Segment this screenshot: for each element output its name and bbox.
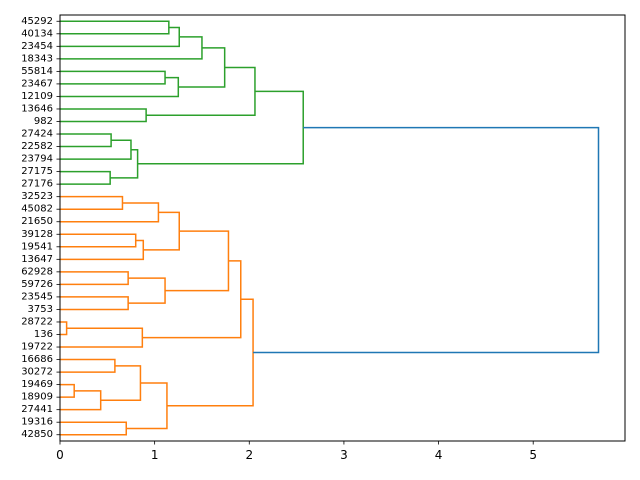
dendrogram-link-30 xyxy=(126,382,168,430)
leaf-label: 23467 xyxy=(21,78,53,89)
leaf-label: 22582 xyxy=(21,141,53,152)
leaf-label: 45082 xyxy=(21,204,53,215)
leaf-label: 27424 xyxy=(21,129,53,140)
dendrogram-link-20 xyxy=(128,277,166,304)
dendrogram-link-19 xyxy=(60,296,129,311)
dendrogram-link-8 xyxy=(60,133,112,148)
leaf-label: 27176 xyxy=(21,179,53,190)
dendrogram-link-2 xyxy=(60,36,203,60)
dendrogram-link-7 xyxy=(146,66,256,116)
leaf-label: 55814 xyxy=(21,66,53,77)
leaf-label: 32523 xyxy=(21,191,53,202)
x-tick-label: 3 xyxy=(340,448,348,462)
dendrogram-link-26 xyxy=(60,383,75,398)
leaf-label: 30272 xyxy=(21,367,53,378)
leaf-label: 42850 xyxy=(21,429,53,440)
leaf-label: 13647 xyxy=(21,254,53,265)
leaf-label: 21650 xyxy=(21,216,53,227)
x-tick-label: 0 xyxy=(56,448,64,462)
leaf-label: 23545 xyxy=(21,291,53,302)
dendrogram-link-22 xyxy=(60,321,68,336)
leaf-label: 18343 xyxy=(21,53,53,64)
leaf-label: 16686 xyxy=(21,354,53,365)
dendrogram-link-4 xyxy=(60,76,180,98)
leaf-label: 27175 xyxy=(21,166,53,177)
x-tick-label: 5 xyxy=(529,448,537,462)
dendrogram-link-24 xyxy=(142,260,242,339)
x-tick-label: 1 xyxy=(151,448,159,462)
leaf-label: 13646 xyxy=(21,103,53,114)
dendrogram-link-28 xyxy=(100,365,142,402)
leaf-label: 3753 xyxy=(28,304,53,315)
dendrogram-link-11 xyxy=(110,148,139,179)
dendrogram-link-25 xyxy=(60,358,116,373)
leaf-label: 19316 xyxy=(21,417,53,428)
dendrogram-link-9 xyxy=(60,139,132,160)
leaf-label: 19541 xyxy=(21,241,53,252)
dendrogram-link-12 xyxy=(137,90,304,165)
dendrogram-link-18 xyxy=(60,271,129,286)
dendrogram-link-29 xyxy=(60,421,127,436)
dendrogram-link-6 xyxy=(60,108,147,123)
leaf-label: 45292 xyxy=(21,16,53,27)
leaf-label: 19722 xyxy=(21,342,53,353)
dendrogram-link-3 xyxy=(60,70,166,85)
leaf-label: 136 xyxy=(34,329,53,340)
dendrogram-link-14 xyxy=(60,202,160,223)
dendrogram-links xyxy=(60,20,600,436)
leaf-label: 62928 xyxy=(21,266,53,277)
dendrogram-link-27 xyxy=(60,390,102,411)
leaf-label: 982 xyxy=(34,116,53,127)
dendrogram-link-1 xyxy=(60,26,180,48)
dendrogram-link-10 xyxy=(60,170,111,185)
leaf-label: 39128 xyxy=(21,229,53,240)
dendrogram-link-17 xyxy=(143,211,180,251)
dendrogram-link-5 xyxy=(178,47,226,88)
leaf-label: 19469 xyxy=(21,379,53,390)
dendrogram-link-13 xyxy=(60,195,124,210)
x-tick-label: 4 xyxy=(435,448,443,462)
plot-frame xyxy=(59,14,626,442)
leaf-label: 23454 xyxy=(21,41,53,52)
leaf-label: 28722 xyxy=(21,316,53,327)
dendrogram-link-0 xyxy=(60,20,170,35)
leaf-label: 27441 xyxy=(21,404,53,415)
leaf-label: 59726 xyxy=(21,279,53,290)
dendrogram-link-15 xyxy=(60,233,137,248)
dendrogram-link-32 xyxy=(253,126,600,354)
x-tick-label: 2 xyxy=(245,448,253,462)
x-axis: 0 1 2 3 4 5 xyxy=(56,441,537,462)
leaf-label: 23794 xyxy=(21,154,53,165)
dendrogram-link-31 xyxy=(166,298,254,407)
dendrogram-link-23 xyxy=(60,327,144,348)
leaf-label: 18909 xyxy=(21,392,53,403)
dendrogram-link-21 xyxy=(165,230,230,292)
dendrogram-link-16 xyxy=(60,239,145,261)
leaf-label: 40134 xyxy=(21,28,53,39)
leaf-label: 12109 xyxy=(21,91,53,102)
